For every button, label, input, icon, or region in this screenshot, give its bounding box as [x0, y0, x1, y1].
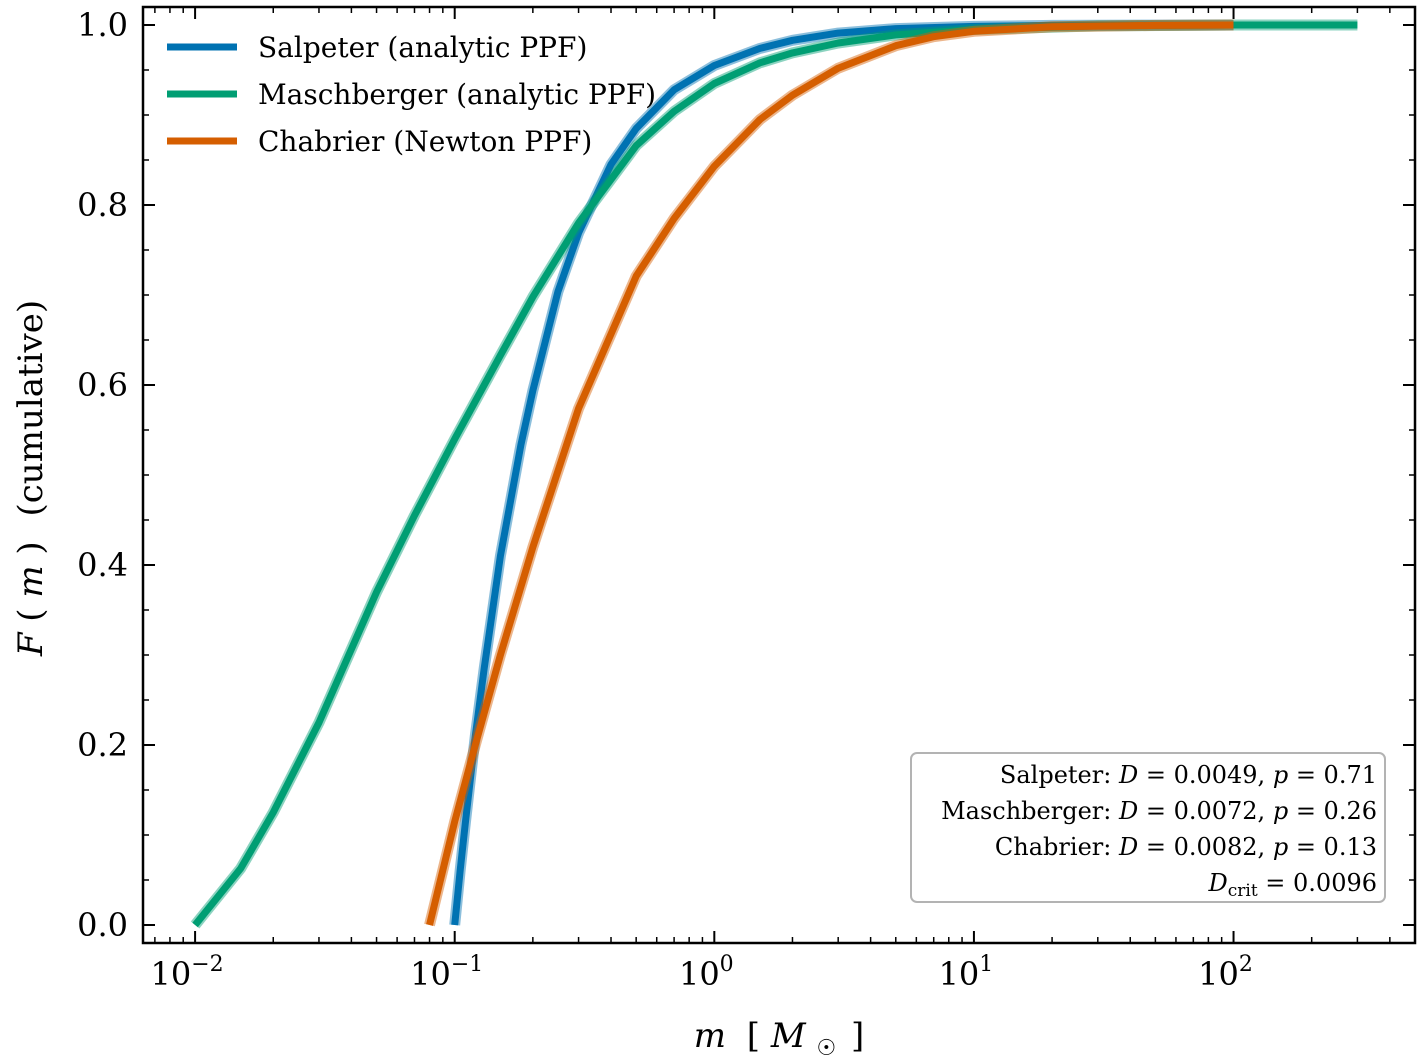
x-tick-exponent: 0 [720, 952, 734, 977]
stats-dcrit: Dcrit = 0.0096 [1207, 869, 1377, 901]
x-tick-label: 10−1 [410, 952, 483, 993]
stats-annotation: Salpeter: D = 0.0049, p = 0.71 Maschberge… [910, 752, 1386, 903]
x-tick-label: 10−2 [151, 952, 224, 993]
x-tick-base: 10 [939, 955, 980, 993]
x-tick-label: 102 [1198, 952, 1253, 993]
stats-p_sym: p [1273, 797, 1288, 825]
stats-box-frame [910, 752, 1386, 903]
stats-line-0: Salpeter: D = 0.0049, p = 0.71 [1000, 761, 1377, 789]
stats-line-1: Maschberger: D = 0.0072, p = 0.26 [941, 797, 1377, 825]
stats-prefix: Chabrier: [995, 833, 1119, 861]
stats-eq2: = 0.26 [1288, 797, 1377, 825]
stats-eq1: = 0.0072, [1138, 797, 1273, 825]
series-layer [190, 19, 1358, 929]
x-tick-label: 101 [939, 952, 994, 993]
legend-label-0: Salpeter (analytic PPF) [258, 31, 587, 64]
stats-prefix: Salpeter: [1000, 761, 1119, 789]
y-tick-label: 1.0 [77, 6, 128, 44]
y-axis-label: F ( m ) (cumulative) [11, 300, 51, 657]
x-tick-label: 100 [679, 952, 734, 993]
stats-eq1: = 0.0049, [1138, 761, 1273, 789]
stats-d_sym: D [1118, 833, 1138, 861]
x-tick-base: 10 [151, 955, 192, 993]
stats-eq2: = 0.13 [1288, 833, 1377, 861]
stats-eq2: = 0.71 [1288, 761, 1377, 789]
x-tick-base: 10 [410, 955, 451, 993]
stats-eq1: = 0.0082, [1138, 833, 1273, 861]
dcrit-value: = 0.0096 [1258, 869, 1377, 897]
x-tick-exponent: −2 [191, 952, 223, 977]
x-tick-exponent: 2 [1239, 952, 1253, 977]
legend-label-1: Maschberger (analytic PPF) [258, 78, 656, 111]
series-line-2 [426, 21, 1234, 926]
y-tick-label: 0.0 [77, 906, 128, 944]
stats-d_sym: D [1118, 797, 1138, 825]
x-tick-exponent: −1 [451, 952, 483, 977]
series-line-0 [451, 21, 1234, 926]
stats-p_sym: p [1273, 761, 1288, 789]
stats-line-2: Chabrier: D = 0.0082, p = 0.13 [995, 833, 1377, 861]
stats-d_sym: D [1118, 761, 1138, 789]
y-tick-label: 0.2 [77, 726, 128, 764]
y-tick-label: 0.6 [77, 366, 128, 404]
x-tick-base: 10 [679, 955, 720, 993]
legend-label-2: Chabrier (Newton PPF) [258, 125, 592, 158]
y-tick-label: 0.8 [77, 186, 128, 224]
stats-prefix: Maschberger: [941, 797, 1119, 825]
stats-p_sym: p [1273, 833, 1288, 861]
plot-frame [141, 5, 1417, 945]
legend: Salpeter (analytic PPF) Maschberger (anal… [167, 31, 656, 158]
dcrit-symbol: D [1207, 869, 1227, 897]
x-tick-exponent: 1 [979, 952, 993, 977]
x-tick-base: 10 [1198, 955, 1239, 993]
y-tick-label: 0.4 [77, 546, 128, 584]
dcrit-subscript: crit [1228, 881, 1258, 901]
x-axis-label: m [ M ☉ ] [694, 1016, 865, 1062]
